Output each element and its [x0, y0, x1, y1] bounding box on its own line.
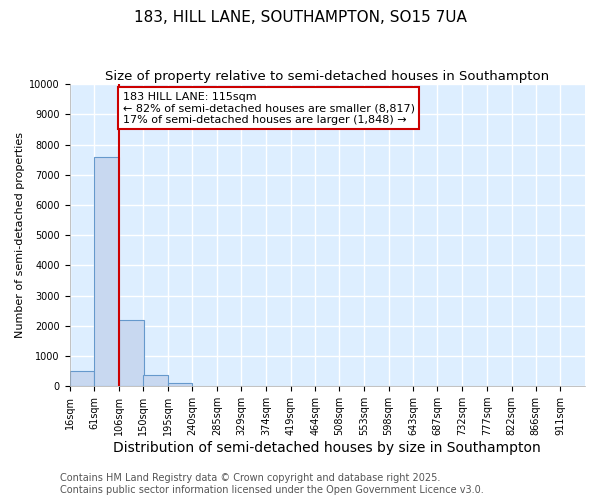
- Y-axis label: Number of semi-detached properties: Number of semi-detached properties: [15, 132, 25, 338]
- X-axis label: Distribution of semi-detached houses by size in Southampton: Distribution of semi-detached houses by …: [113, 441, 541, 455]
- Bar: [94, 156, 119, 386]
- Title: Size of property relative to semi-detached houses in Southampton: Size of property relative to semi-detach…: [105, 70, 550, 83]
- Bar: [119, 320, 143, 386]
- Text: 183 HILL LANE: 115sqm
← 82% of semi-detached houses are smaller (8,817)
17% of s: 183 HILL LANE: 115sqm ← 82% of semi-deta…: [123, 92, 415, 125]
- Bar: [167, 383, 193, 386]
- Bar: [70, 371, 94, 386]
- Bar: [143, 374, 167, 386]
- Text: Contains HM Land Registry data © Crown copyright and database right 2025.
Contai: Contains HM Land Registry data © Crown c…: [60, 474, 484, 495]
- Text: 183, HILL LANE, SOUTHAMPTON, SO15 7UA: 183, HILL LANE, SOUTHAMPTON, SO15 7UA: [134, 10, 466, 25]
